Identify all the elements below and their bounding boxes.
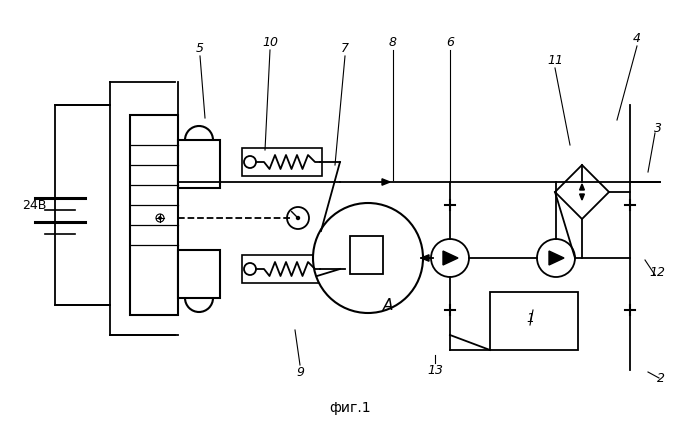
- Bar: [242, 255, 322, 283]
- Text: 12: 12: [649, 265, 665, 279]
- Polygon shape: [443, 251, 458, 265]
- Text: 11: 11: [547, 54, 563, 66]
- Bar: [55, 105, 110, 305]
- Text: 5: 5: [196, 42, 204, 54]
- Polygon shape: [421, 255, 429, 261]
- Text: фиг.1: фиг.1: [329, 401, 370, 415]
- Text: А: А: [383, 298, 393, 313]
- Bar: [130, 115, 178, 315]
- Text: 8: 8: [389, 36, 397, 48]
- Circle shape: [537, 239, 575, 277]
- Polygon shape: [555, 165, 609, 219]
- Bar: [490, 292, 578, 350]
- Text: 7: 7: [341, 42, 349, 54]
- Text: 9: 9: [296, 366, 304, 378]
- Text: 1: 1: [526, 312, 534, 324]
- Circle shape: [296, 217, 299, 220]
- Circle shape: [431, 239, 469, 277]
- Text: 4: 4: [633, 32, 641, 45]
- Circle shape: [287, 207, 309, 229]
- Polygon shape: [579, 194, 584, 200]
- Polygon shape: [549, 251, 564, 265]
- Text: 10: 10: [262, 36, 278, 48]
- Polygon shape: [579, 184, 584, 190]
- Text: 24В: 24В: [22, 199, 46, 211]
- Circle shape: [244, 263, 256, 275]
- Text: 3: 3: [654, 122, 662, 134]
- Circle shape: [244, 156, 256, 168]
- Bar: [178, 250, 220, 298]
- Bar: [350, 236, 383, 274]
- Text: 2: 2: [657, 372, 665, 384]
- Text: 13: 13: [427, 363, 443, 377]
- Text: 6: 6: [446, 36, 454, 48]
- Bar: [178, 140, 220, 188]
- Circle shape: [159, 217, 161, 220]
- Polygon shape: [382, 179, 390, 185]
- Circle shape: [313, 203, 423, 313]
- Bar: [242, 148, 322, 176]
